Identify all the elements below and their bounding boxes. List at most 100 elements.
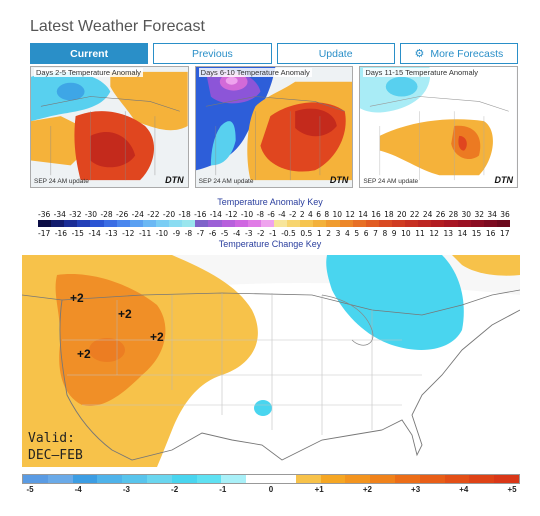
current-button[interactable]: Current [30,43,149,64]
anomaly-value: -20 [162,210,176,219]
outlook-map-graphic [22,255,520,467]
change-value: 4 [345,229,350,238]
anomaly-value: 16 [371,210,381,219]
change-value: -16 [54,229,68,238]
anomaly-value: 28 [448,210,459,219]
change-value: -13 [105,229,118,238]
anomaly-value: -10 [240,210,254,219]
change-value: -9 [172,229,181,238]
key-swatch [169,220,183,227]
legend-tick: +3 [411,485,421,494]
key-swatch [116,220,130,227]
key-swatch [51,220,65,227]
gear-icon: ⚙ [414,48,425,60]
change-value: -5 [220,229,229,238]
anomaly-value: 2 [299,210,305,219]
change-value: -7 [196,229,205,238]
dtn-logo: DTN [165,175,184,185]
key-swatch [221,220,235,227]
anomaly-value: 26 [435,210,446,219]
key-swatch [431,220,445,227]
legend-swatch [146,475,172,483]
change-value: -11 [138,229,152,238]
mini-map-days-11-15-graphic [360,67,518,187]
mini-map-days-6-10[interactable]: Days 6-10 Temperature Anomaly SEP 24 AM … [194,66,354,188]
key-swatch [77,220,91,227]
anomaly-value: 14 [358,210,368,219]
key-swatch [90,220,104,227]
key-swatch [129,220,143,227]
legend-tick: -2 [171,485,179,494]
key-swatch [378,220,392,227]
anomaly-value: -26 [116,210,129,219]
legend-tick: -1 [219,485,227,494]
change-value: 6 [363,229,369,238]
key-swatch [155,220,170,227]
key-swatch [234,220,248,227]
mini-map-days-11-15[interactable]: Days 11-15 Temperature Anomaly SEP 24 AM… [359,66,519,188]
key-swatch [64,220,78,227]
update-button[interactable]: Update [276,43,395,64]
legend-tick: +4 [459,485,469,494]
legend-tick: -4 [74,485,82,494]
key-swatch [470,220,484,227]
anomaly-value: -18 [178,210,191,219]
mini-map-days-2-5[interactable]: Days 2-5 Temperature Anomaly SEP 24 AM u… [30,66,189,188]
outlook-legend-ticks: -5 -4 -3 -2 -1 0 +1 +2 +3 +4 +5 [22,485,520,497]
anomaly-value: 6 [316,210,321,219]
mini-map-days-6-10-graphic [195,67,353,187]
previous-button[interactable]: Previous [153,43,272,64]
mini-map-stamp: SEP 24 AM update [363,178,419,185]
anomaly-key-color-bar [38,220,510,227]
change-value: -8 [184,229,193,238]
change-value: 7 [373,229,378,238]
anomaly-value: 36 [500,210,510,219]
anomaly-value: -22 [147,210,160,219]
key-swatch [273,220,288,227]
more-forecasts-button[interactable]: ⚙ More Forecasts [399,43,518,64]
anomaly-value: -6 [267,210,275,219]
anomaly-value: 12 [345,210,355,219]
mini-map-stamp: SEP 24 AM update [198,178,254,185]
mini-map-stamp: SEP 24 AM update [34,178,89,185]
key-swatch [103,220,117,227]
anomaly-value: -16 [194,210,207,219]
legend-swatch [23,475,48,483]
anomaly-value: 18 [384,210,394,219]
legend-tick: -3 [122,485,130,494]
anomaly-label: +2 [70,291,84,305]
legend-swatch [494,475,519,483]
anomaly-value: 20 [397,210,407,219]
legend-swatch [469,475,495,483]
anomaly-value: 32 [474,210,484,219]
change-value: 2 [326,229,332,238]
anomaly-key-values: -36 -34 -32 -30 -28 -26 -24 -22 -20 -18 -16 -14 -12-… [38,210,510,219]
seasonal-outlook-map[interactable]: +2 +2 +2 +2 Valid: DEC—FEB [22,255,520,467]
key-swatch [339,220,353,227]
legend-swatch [270,475,296,483]
key-swatch [142,220,156,227]
mini-map-caption: Days 2-5 Temperature Anomaly [34,68,143,77]
change-value: 11 [415,229,425,238]
anomaly-value: -14 [209,210,222,219]
dtn-logo: DTN [329,175,349,185]
legend-tick: +1 [314,485,324,494]
legend-swatch [196,475,222,483]
anomaly-label: +2 [150,330,164,344]
anomaly-value: -2 [289,210,297,219]
outlook-legend-bar [22,474,520,484]
legend-swatch [444,475,470,483]
key-swatch [195,220,209,227]
change-value: 17 [500,229,510,238]
change-value: 14 [457,229,468,238]
more-forecasts-label: More Forecasts [430,47,504,60]
key-swatch [496,220,510,227]
key-swatch [182,220,196,227]
change-value: 8 [382,229,388,238]
anomaly-value: -36 [38,210,51,219]
key-swatch [300,220,314,227]
key-swatch [208,220,222,227]
key-swatch [260,220,274,227]
change-value: 1 [316,229,322,238]
anomaly-value: -30 [84,210,98,219]
